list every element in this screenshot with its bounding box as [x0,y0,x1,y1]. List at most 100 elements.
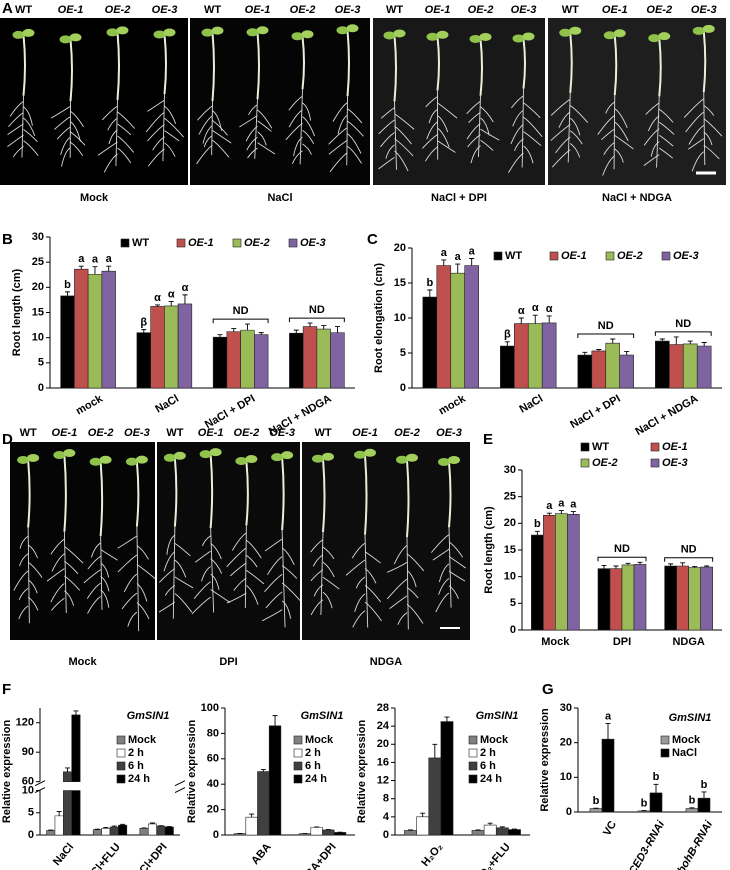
error-bar [420,812,426,817]
seedling-roots [683,92,723,172]
seedling-leaf [512,34,525,43]
seedling-stem [256,32,260,100]
x-tick-label: NaCl [153,393,181,416]
error-bar [73,710,79,715]
y-axis-label: Relative expression [186,720,198,824]
legend-swatch [650,442,660,452]
group-label: ND [598,320,614,332]
significance-letter: α [532,302,539,314]
legend-swatch [605,251,615,261]
seedling-leaf [301,30,314,39]
legend-label: OE-1 [662,441,688,453]
y-tick-label: 24 [377,720,390,732]
x-tick-label: NaCl + NDGA [634,393,701,438]
seedling-leaf [163,453,176,462]
y-tick-label: 60 [207,753,219,765]
y-tick-label: 16 [377,756,389,768]
photo [10,442,155,640]
panel-letter: B [2,231,13,248]
photo-label: OE-3 [269,427,295,439]
seedling-leaf [436,30,449,39]
legend-label: Mock [128,734,157,746]
significance-letter: b [593,795,600,807]
bar [92,829,102,836]
bar [567,513,580,631]
seedling-stem [135,461,140,527]
photo-label: WT [15,4,32,16]
photo-label: WT [386,4,403,16]
bracket [664,557,714,562]
bar [177,303,193,389]
significance-letter: a [558,497,565,509]
seedling-leaf [336,26,349,35]
error-bar [455,263,461,274]
significance-letter: a [605,711,612,723]
x-tick-label: Mock [541,636,570,648]
seedling-leaf [393,29,406,38]
error-bar [427,289,433,297]
legend-label: WT [505,250,522,262]
seedling-stem [211,32,215,102]
seedling-roots [158,526,194,619]
bar [619,354,634,389]
x-tick-label: NDGA [672,636,704,648]
bar [101,828,111,836]
photo-label: OE-1 [245,4,271,16]
legend-label: OE-2 [592,457,618,469]
bar [156,825,166,836]
legend-swatch [293,761,303,771]
bar [591,350,607,389]
bar [436,265,452,389]
bar [60,295,75,389]
bar [508,829,521,836]
seedling-leaf [256,26,269,35]
seedling-leaf [125,457,138,466]
seedling-stem [163,34,167,95]
bar [71,714,81,836]
x-tick-label: NaCl+FLU [80,841,123,870]
bar [483,824,497,836]
bar [330,332,345,389]
bar [471,830,485,836]
chart-title: GmSIN1 [301,710,344,722]
seedling-leaf [59,35,72,44]
error-bar [272,715,278,726]
bar [655,340,670,389]
y-tick-label: 20 [560,737,572,749]
x-tick-label: NaCl [517,393,545,416]
y-axis-label: Relative expression [539,708,551,812]
photo-caption: NaCl + NDGA [602,192,672,204]
legend-label: Mock [305,734,334,746]
seedling-leaf [426,32,439,41]
error-bar [546,512,552,516]
error-bar [637,561,643,565]
bar [46,830,56,836]
group-label: ND [233,305,249,317]
error-bar [307,322,313,327]
error-bar [680,562,686,566]
seedling-roots [117,526,156,632]
seedling-roots [196,100,232,165]
seedling-roots [430,527,467,613]
seedling-leaf [702,24,715,33]
legend-label: 6 h [128,760,144,772]
error-bar [653,783,659,793]
bar [514,323,529,389]
bar [212,336,228,389]
bar [164,305,179,389]
y-tick-label: 10 [560,771,572,783]
seedling-roots [328,96,364,173]
error-bar [610,338,616,344]
significance-letter: α [168,288,175,300]
seedling-leaf [201,28,214,37]
legend-swatch [661,251,671,261]
significance-letter: a [469,245,476,257]
bar [118,824,128,836]
x-tick-label: GmRbohB-RNAi [662,818,715,870]
significance-letter: b [64,279,71,291]
seedling-stem [436,36,440,91]
error-bar [260,769,266,772]
legend-label: 6 h [480,760,496,772]
photo-label: OE-2 [88,427,114,439]
bar [240,329,255,389]
